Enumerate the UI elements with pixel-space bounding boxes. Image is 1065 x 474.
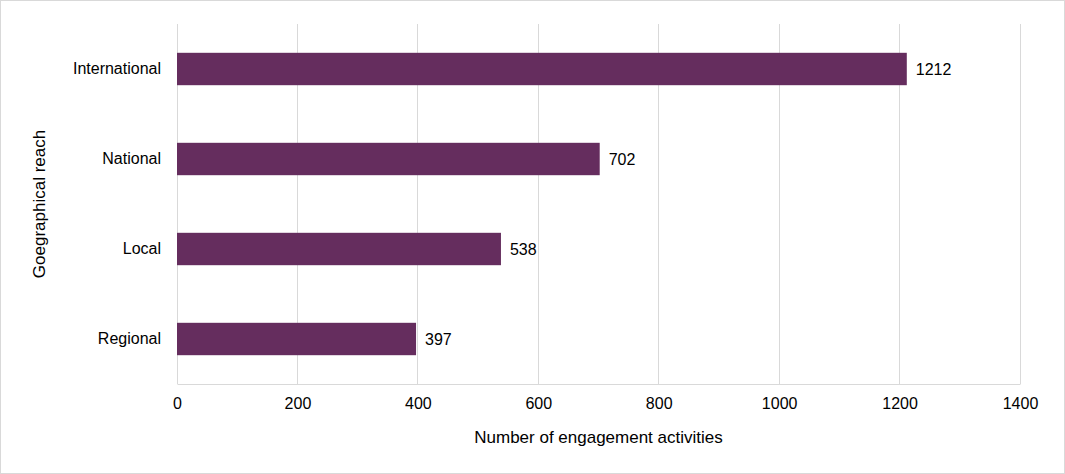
bar	[177, 53, 907, 85]
y-tick-label: Regional	[98, 330, 161, 347]
x-tick-label: 800	[646, 395, 673, 412]
frame	[1, 1, 1065, 474]
grid	[177, 24, 1020, 384]
grid-line	[1020, 24, 1021, 384]
data-label: 702	[609, 151, 636, 168]
y-tick-label: International	[73, 60, 161, 77]
y-axis: International National Local Regional	[73, 60, 161, 347]
data-label: 397	[425, 331, 452, 348]
x-axis-line	[178, 384, 1021, 385]
y-tick-label: National	[102, 150, 161, 167]
x-tick: 800	[646, 384, 673, 412]
x-tick-label: 1400	[1003, 395, 1039, 412]
y-tick: National	[102, 150, 161, 167]
plot: 0 200 400 600 800 1000 1200 1400 International Na…	[73, 24, 1038, 412]
x-tick: 200	[285, 384, 312, 412]
x-axis-title: Number of engagement activities	[474, 428, 723, 447]
x-tick: 400	[405, 384, 432, 412]
bar	[177, 233, 501, 265]
data-labels: 1212 702 538 397	[425, 61, 951, 348]
x-tick-label: 600	[525, 395, 552, 412]
bar	[177, 143, 600, 175]
x-tick-label: 200	[285, 395, 312, 412]
y-tick: Local	[123, 240, 161, 257]
y-tick: Regional	[98, 330, 161, 347]
data-label: 1212	[916, 61, 952, 78]
x-tick-label: 400	[405, 395, 432, 412]
x-tick: 1400	[1003, 384, 1039, 412]
x-axis: 0 200 400 600 800 1000 1200 1400	[173, 384, 1038, 412]
x-tick-label: 0	[173, 395, 182, 412]
y-tick-label: Local	[123, 240, 161, 257]
x-tick: 1000	[762, 384, 798, 412]
x-tick-label: 1000	[762, 395, 798, 412]
bars	[177, 53, 907, 355]
x-tick: 1200	[882, 384, 918, 412]
y-axis-title: Goegraphical reach	[30, 130, 49, 278]
data-label: 538	[510, 241, 537, 258]
x-tick-label: 1200	[882, 395, 918, 412]
x-tick: 0	[173, 384, 182, 412]
y-tick: International	[73, 60, 161, 77]
chart: 0 200 400 600 800 1000 1200 1400 International Na…	[0, 0, 1065, 474]
x-tick: 600	[525, 384, 552, 412]
bar	[177, 323, 416, 355]
